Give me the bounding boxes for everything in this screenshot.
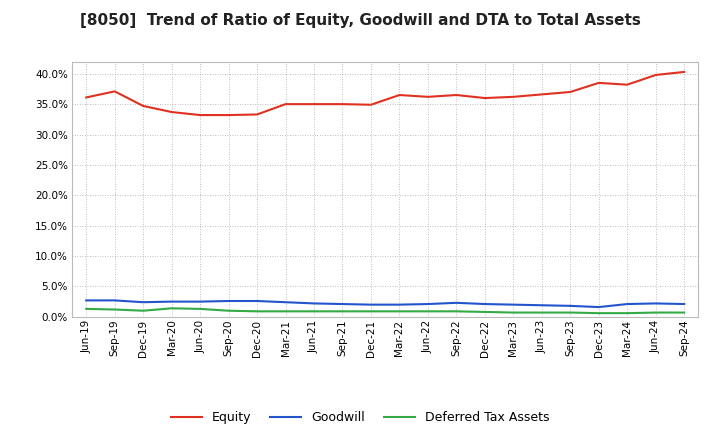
Deferred Tax Assets (680, 310, 688, 315)
Goodwill (652, 301, 660, 306)
Equity (366, 102, 375, 107)
Equity (680, 69, 688, 74)
Deferred Tax Assets (338, 309, 347, 314)
Goodwill (395, 302, 404, 307)
Deferred Tax Assets (196, 306, 204, 312)
Goodwill (310, 301, 318, 306)
Equity (566, 89, 575, 95)
Goodwill (366, 302, 375, 307)
Deferred Tax Assets (366, 309, 375, 314)
Goodwill (595, 304, 603, 310)
Goodwill (623, 301, 631, 307)
Goodwill (338, 301, 347, 307)
Equity (139, 103, 148, 109)
Line: Equity: Equity (86, 72, 684, 115)
Deferred Tax Assets (423, 309, 432, 314)
Equity (395, 92, 404, 98)
Equity (253, 112, 261, 117)
Deferred Tax Assets (595, 311, 603, 316)
Equity (282, 102, 290, 107)
Equity (480, 95, 489, 101)
Deferred Tax Assets (82, 306, 91, 312)
Goodwill (537, 303, 546, 308)
Equity (167, 110, 176, 115)
Deferred Tax Assets (139, 308, 148, 313)
Deferred Tax Assets (537, 310, 546, 315)
Deferred Tax Assets (566, 310, 575, 315)
Text: [8050]  Trend of Ratio of Equity, Goodwill and DTA to Total Assets: [8050] Trend of Ratio of Equity, Goodwil… (80, 13, 640, 28)
Equity (196, 113, 204, 118)
Equity (537, 92, 546, 97)
Equity (509, 94, 518, 99)
Deferred Tax Assets (282, 309, 290, 314)
Deferred Tax Assets (395, 309, 404, 314)
Deferred Tax Assets (509, 310, 518, 315)
Deferred Tax Assets (167, 306, 176, 311)
Equity (110, 89, 119, 94)
Deferred Tax Assets (452, 309, 461, 314)
Deferred Tax Assets (623, 311, 631, 316)
Goodwill (680, 301, 688, 307)
Equity (623, 82, 631, 87)
Deferred Tax Assets (480, 309, 489, 315)
Goodwill (196, 299, 204, 304)
Goodwill (282, 300, 290, 305)
Goodwill (110, 298, 119, 303)
Goodwill (253, 298, 261, 304)
Equity (310, 102, 318, 107)
Deferred Tax Assets (652, 310, 660, 315)
Deferred Tax Assets (310, 309, 318, 314)
Goodwill (167, 299, 176, 304)
Deferred Tax Assets (225, 308, 233, 313)
Equity (595, 80, 603, 85)
Equity (225, 113, 233, 118)
Line: Goodwill: Goodwill (86, 301, 684, 307)
Goodwill (82, 298, 91, 303)
Equity (652, 72, 660, 77)
Goodwill (139, 300, 148, 305)
Equity (452, 92, 461, 98)
Goodwill (423, 301, 432, 307)
Equity (82, 95, 91, 100)
Goodwill (225, 298, 233, 304)
Goodwill (480, 301, 489, 307)
Equity (338, 102, 347, 107)
Goodwill (452, 300, 461, 305)
Goodwill (509, 302, 518, 307)
Line: Deferred Tax Assets: Deferred Tax Assets (86, 308, 684, 313)
Equity (423, 94, 432, 99)
Deferred Tax Assets (253, 309, 261, 314)
Legend: Equity, Goodwill, Deferred Tax Assets: Equity, Goodwill, Deferred Tax Assets (166, 407, 554, 429)
Deferred Tax Assets (110, 307, 119, 312)
Goodwill (566, 303, 575, 308)
